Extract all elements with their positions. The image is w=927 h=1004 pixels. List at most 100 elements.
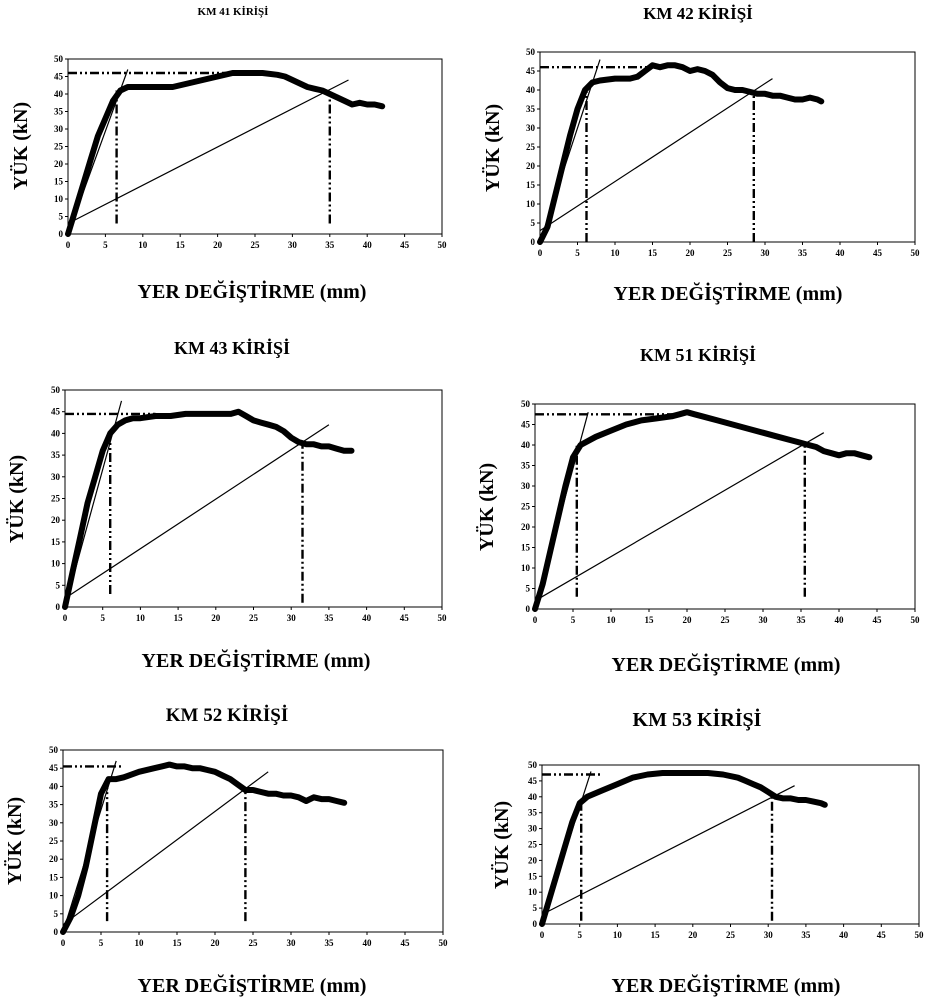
x-axis-label: YER DEĞİŞTİRME (mm) [612,652,841,676]
secant-line [67,79,349,225]
x-tick-label: 50 [911,615,921,625]
y-tick-label: 20 [521,522,531,532]
y-tick-label: 10 [49,891,59,901]
load-displacement-line [539,770,828,927]
x-tick-label: 45 [401,938,411,948]
load-displacement-line [537,62,825,245]
x-tick-label: 30 [287,938,297,948]
x-tick-label: 25 [723,248,733,258]
load-displacement-line [532,409,873,612]
x-tick-label: 5 [99,938,104,948]
y-tick-label: 5 [56,580,61,590]
x-tick-label: 10 [611,248,621,258]
y-tick-label: 25 [528,840,538,850]
load-displacement-line [65,70,386,237]
y-axis-label: YÜK (kN) [9,102,32,190]
y-axis-label: YÜK (kN) [3,797,26,885]
x-tick-label: 5 [577,930,582,940]
x-tick-label: 15 [173,938,183,948]
y-tick-label: 5 [59,212,64,222]
initial-stiffness-line [64,400,123,608]
y-tick-label: 35 [528,808,538,818]
y-tick-label: 15 [528,871,538,881]
x-tick-label: 40 [362,613,372,623]
initial-stiffness-line [67,69,129,235]
y-tick-label: 5 [533,903,538,913]
x-tick-label: 0 [66,240,71,250]
y-tick-label: 10 [54,194,64,204]
y-tick-label: 20 [51,515,61,525]
y-tick-label: 0 [56,602,61,612]
x-tick-label: 30 [287,613,297,623]
chart-title: KM 53 KİRİŞİ [633,707,762,731]
x-tick-label: 45 [873,248,883,258]
x-tick-label: 50 [915,930,925,940]
y-tick-label: 50 [54,54,64,64]
y-tick-label: 15 [521,543,531,553]
x-tick-label: 15 [176,240,186,250]
y-tick-label: 35 [526,104,536,114]
y-tick-label: 30 [521,481,531,491]
y-tick-label: 10 [521,563,531,573]
x-tick-label: 25 [721,615,731,625]
x-tick-label: 20 [211,613,221,623]
x-tick-label: 5 [103,240,108,250]
x-tick-label: 45 [877,930,887,940]
secant-line [534,432,825,602]
x-tick-label: 40 [363,938,373,948]
y-tick-label: 20 [528,855,538,865]
y-tick-label: 25 [51,494,61,504]
y-tick-label: 20 [49,854,59,864]
x-axis-label: YER DEĞİŞTİRME (mm) [138,973,367,997]
x-tick-label: 35 [325,938,335,948]
y-tick-label: 15 [526,180,536,190]
y-tick-label: 10 [528,887,538,897]
y-tick-label: 0 [531,237,536,247]
initial-stiffness-line [534,412,589,610]
x-tick-label: 0 [61,938,66,948]
y-tick-label: 45 [521,420,531,430]
x-tick-label: 0 [63,613,68,623]
y-tick-label: 50 [528,760,538,770]
secant-line [541,785,795,916]
x-tick-label: 10 [136,613,146,623]
x-tick-label: 10 [135,938,145,948]
y-tick-label: 50 [526,47,536,57]
x-tick-label: 50 [438,613,448,623]
y-tick-label: 40 [521,440,531,450]
y-tick-label: 0 [54,927,59,937]
load-displacement-line [62,408,355,610]
x-tick-label: 35 [801,930,811,940]
y-tick-label: 10 [526,199,536,209]
y-tick-label: 25 [521,502,531,512]
secant-line [64,424,330,599]
chart-2: KM 42 KİRİŞİ 0 5 10 15 20 25 30 35 40 45 50 0 5 10 15 20… [481,4,920,305]
x-tick-label: 45 [400,613,410,623]
y-tick-label: 25 [526,142,536,152]
x-tick-label: 0 [538,248,543,258]
x-tick-label: 35 [324,613,334,623]
y-tick-label: 35 [51,450,61,460]
y-tick-label: 0 [533,919,538,929]
x-tick-label: 35 [798,248,808,258]
chart-title: KM 42 KİRİŞİ [643,4,753,23]
x-axis-label: YER DEĞİŞTİRME (mm) [138,279,367,303]
x-tick-label: 45 [400,240,410,250]
x-axis-label: YER DEĞİŞTİRME (mm) [614,281,843,305]
y-tick-label: 50 [521,399,531,409]
x-axis-label: YER DEĞİŞTİRME (mm) [612,973,841,997]
y-tick-label: 5 [526,584,531,594]
chart-1: KM 41 KİRİŞİ 0 5 10 15 20 25 30 35 40 45 50 0 5 10 15 20… [9,6,447,303]
x-tick-label: 50 [911,248,921,258]
x-tick-label: 20 [683,615,693,625]
y-tick-label: 45 [49,763,59,773]
y-tick-label: 15 [51,537,61,547]
y-tick-label: 40 [528,792,538,802]
x-tick-label: 45 [873,615,883,625]
x-tick-label: 15 [174,613,184,623]
chart-title: KM 52 KİRİŞİ [166,705,288,726]
x-tick-label: 20 [688,930,698,940]
x-tick-label: 5 [100,613,105,623]
x-tick-label: 25 [249,613,259,623]
